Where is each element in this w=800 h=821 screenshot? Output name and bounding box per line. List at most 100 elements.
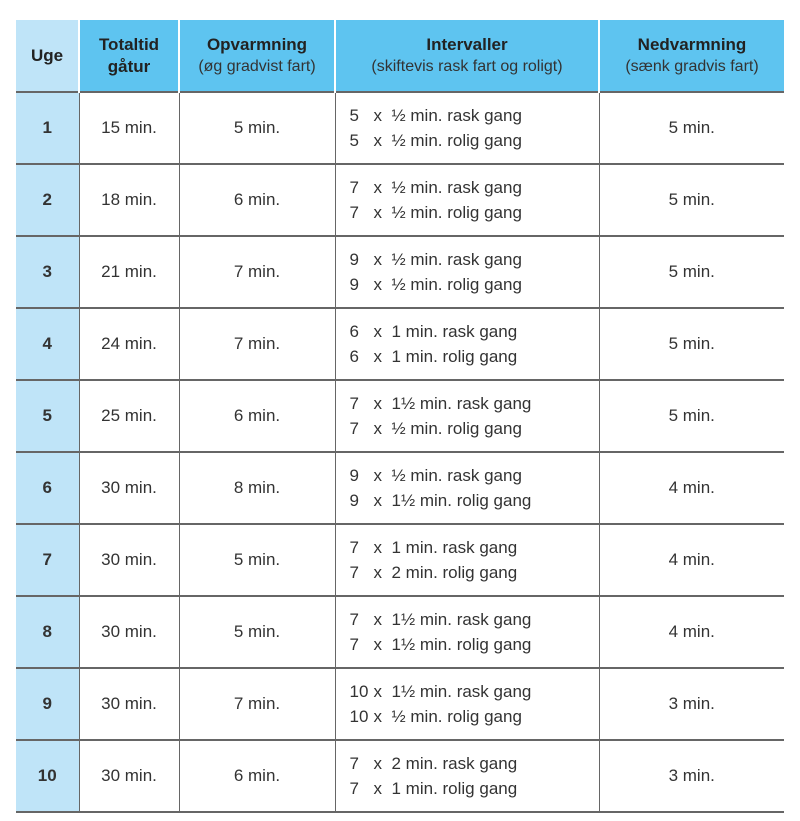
interval-duration: 1½ min. rolig gang xyxy=(391,635,532,654)
interval-count: 7 xyxy=(349,563,359,582)
total-time-cell: 30 min. xyxy=(78,523,179,596)
warmup-cell: 7 min. xyxy=(178,235,335,308)
cooldown-cell: 4 min. xyxy=(598,451,784,524)
total-time-cell: 30 min. xyxy=(78,451,179,524)
interval-times: x xyxy=(373,779,383,798)
interval-times: x xyxy=(373,754,383,773)
interval-duration: 1½ min. rask gang xyxy=(391,610,532,629)
total-time-cell: 24 min. xyxy=(78,307,179,380)
interval-count: 9 xyxy=(349,250,359,269)
header-title: Intervaller xyxy=(426,34,508,54)
interval-duration: ½ min. rolig gang xyxy=(391,707,522,726)
warmup-cell: 7 min. xyxy=(178,667,335,740)
total-time-cell: 18 min. xyxy=(78,163,179,236)
interval-duration: 1 min. rask gang xyxy=(391,538,518,557)
interval-times: x xyxy=(373,178,383,197)
table-row: 3 21 min. 7 min. 9 x ½ min. rask gang 9 x ½ min.… xyxy=(16,235,784,308)
cooldown-cell: 5 min. xyxy=(598,379,784,452)
table-row: 2 18 min. 6 min. 7 x ½ min. rask gang 7 x ½ min.… xyxy=(16,163,784,236)
week-cell: 9 xyxy=(16,667,79,740)
interval-duration: 1 min. rolig gang xyxy=(391,779,518,798)
interval-times: x xyxy=(373,203,383,222)
cooldown-cell: 3 min. xyxy=(598,667,784,740)
header-cooldown: Nedvarmning (sænk gradvis fart) xyxy=(598,20,784,92)
warmup-cell: 5 min. xyxy=(178,91,335,164)
total-time-cell: 25 min. xyxy=(78,379,179,452)
table-row: 5 25 min. 6 min. 7 x 1½ min. rask gang 7 x ½ min… xyxy=(16,379,784,452)
total-time-cell: 30 min. xyxy=(78,667,179,740)
table-row: 6 30 min. 8 min. 9 x ½ min. rask gang 9 x 1½ min… xyxy=(16,451,784,524)
interval-duration: ½ min. rolig gang xyxy=(391,131,522,150)
total-time-cell: 30 min. xyxy=(78,595,179,668)
intervals-cell: 10 x 1½ min. rask gang 10 x ½ min. rolig gang xyxy=(334,667,599,740)
week-cell: 1 xyxy=(16,91,79,164)
header-title: Uge xyxy=(30,45,64,65)
interval-duration: 1½ min. rask gang xyxy=(391,394,532,413)
header-title: Opvarmning xyxy=(206,34,308,54)
interval-duration: ½ min. rolig gang xyxy=(391,275,522,294)
total-time-cell: 30 min. xyxy=(78,739,179,813)
interval-duration: 2 min. rask gang xyxy=(391,754,518,773)
table-row: 1 15 min. 5 min. 5 x ½ min. rask gang 5 x ½ min.… xyxy=(16,91,784,164)
interval-duration: 1½ min. rolig gang xyxy=(391,491,532,510)
interval-times: x xyxy=(373,347,383,366)
interval-count: 7 xyxy=(349,419,359,438)
interval-count: 10 xyxy=(349,682,369,701)
interval-count: 6 xyxy=(349,322,359,341)
interval-count: 9 xyxy=(349,466,359,485)
header-title: Nedvarmning xyxy=(637,34,747,54)
interval-duration: ½ min. rask gang xyxy=(391,466,522,485)
interval-times: x xyxy=(373,322,383,341)
interval-duration: ½ min. rask gang xyxy=(391,178,522,197)
week-cell: 5 xyxy=(16,379,79,452)
interval-times: x xyxy=(373,491,383,510)
header-subtitle: (skiftevis rask fart og roligt) xyxy=(371,57,563,75)
interval-count: 7 xyxy=(349,178,359,197)
interval-times: x xyxy=(373,106,383,125)
interval-slow: 10 x ½ min. rolig gang xyxy=(350,704,599,729)
interval-duration: 1 min. rolig gang xyxy=(391,347,518,366)
header-title: Totaltid gåtur xyxy=(98,34,160,76)
interval-count: 7 xyxy=(349,538,359,557)
warmup-cell: 7 min. xyxy=(178,307,335,380)
warmup-cell: 5 min. xyxy=(178,523,335,596)
table-row: 4 24 min. 7 min. 6 x 1 min. rask gang 6 x 1 min.… xyxy=(16,307,784,380)
interval-times: x xyxy=(373,538,383,557)
intervals-cell: 7 x 1½ min. rask gang 7 x 1½ min. rolig gang xyxy=(334,595,599,668)
interval-duration: 1 min. rask gang xyxy=(391,322,518,341)
table-row: 7 30 min. 5 min. 7 x 1 min. rask gang 7 x 2 min.… xyxy=(16,523,784,596)
table-row: 10 30 min. 6 min. 7 x 2 min. rask gang 7 x 1 min… xyxy=(16,739,784,813)
interval-times: x xyxy=(373,563,383,582)
interval-count: 7 xyxy=(349,754,359,773)
cooldown-cell: 5 min. xyxy=(598,91,784,164)
cooldown-cell: 3 min. xyxy=(598,739,784,813)
header-total-time: Totaltid gåtur xyxy=(78,20,179,92)
interval-count: 7 xyxy=(349,610,359,629)
cooldown-cell: 4 min. xyxy=(598,523,784,596)
walking-plan-table: Uge Totaltid gåtur Opvarmning (øg gradvist … xyxy=(16,20,784,813)
interval-fast: 7 x 1½ min. rask gang xyxy=(350,391,599,416)
week-cell: 3 xyxy=(16,235,79,308)
cooldown-cell: 5 min. xyxy=(598,163,784,236)
interval-times: x xyxy=(373,394,383,413)
interval-times: x xyxy=(373,610,383,629)
header-warmup: Opvarmning (øg gradvist fart) xyxy=(178,20,335,92)
cooldown-cell: 4 min. xyxy=(598,595,784,668)
table-row: 9 30 min. 7 min. 10 x 1½ min. rask gang 10 x ½ m… xyxy=(16,667,784,740)
interval-count: 7 xyxy=(349,203,359,222)
interval-times: x xyxy=(373,419,383,438)
interval-count: 6 xyxy=(349,347,359,366)
